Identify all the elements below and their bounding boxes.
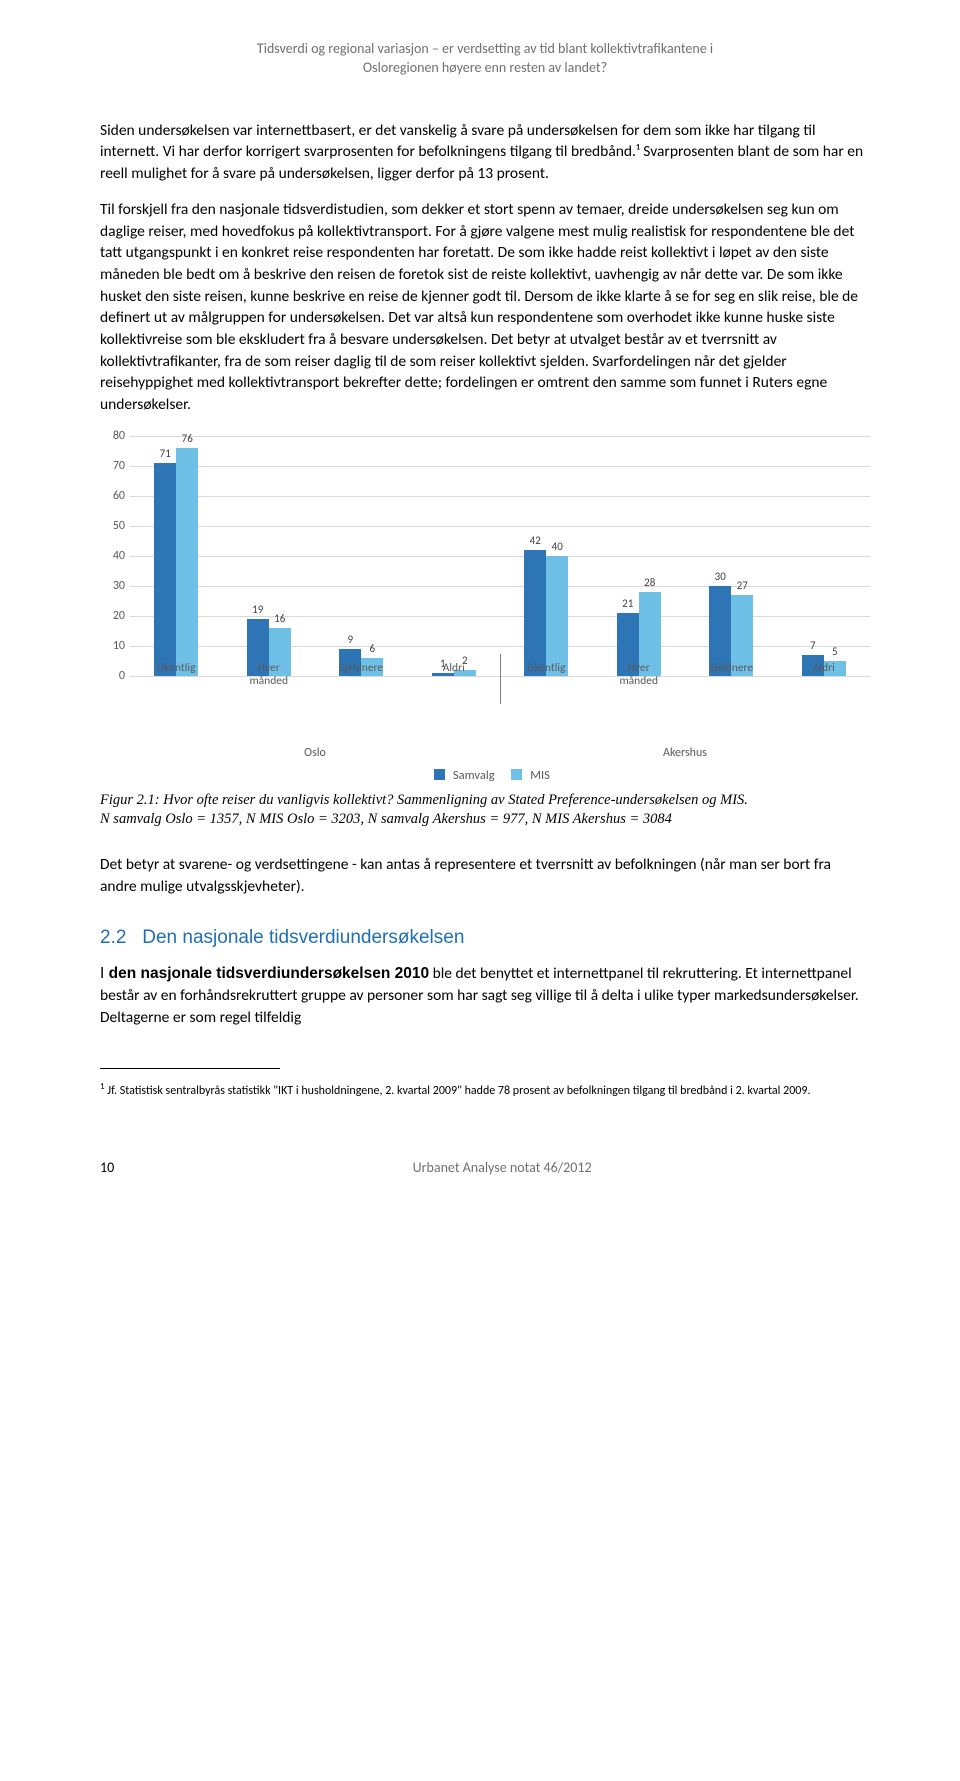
y-tick-label: 70 [100,459,125,473]
paragraph-3: Det betyr at svarene- og verdsettingene … [100,854,870,897]
figure-2-1: 0102030405060708071761916961242402128302… [100,436,870,783]
bar-value-label: 76 [182,432,193,445]
y-tick-label: 10 [100,639,125,653]
body-text-3: I den nasjonale tidsverdiundersøkelsen 2… [100,963,870,1028]
legend-label-samvalg: Samvalg [453,768,495,783]
bar-value-label: 27 [737,579,748,592]
running-header: Tidsverdi og regional variasjon – er ver… [100,40,870,78]
gridline [130,556,870,557]
page-footer: 10 Urbanet Analyse notat 46/2012 [100,1159,870,1176]
page-number: 10 [100,1159,114,1176]
bar-value-label: 71 [160,447,171,460]
caption-line2: N samvalg Oslo = 1357, N MIS Oslo = 3203… [100,811,672,827]
bar-value-label: 19 [252,603,263,616]
legend-swatch-samvalg [434,769,445,780]
region-separator [500,654,501,704]
x-category-label: Hvermånded [619,662,658,688]
x-category-label: Ukentlig [157,662,195,675]
footnote-rule [100,1068,280,1069]
gridline [130,586,870,587]
gridline [130,496,870,497]
caption-line1: Figur 2.1: Hvor ofte reiser du vanligvis… [100,792,748,808]
bar-group: 7176 [154,448,198,676]
figure-caption: Figur 2.1: Hvor ofte reiser du vanligvis… [100,791,870,830]
bar-value-label: 6 [369,642,375,655]
chart-legend: Samvalg MIS [100,768,870,783]
x-category-label: Ukentlig [527,662,565,675]
y-tick-label: 0 [100,669,125,683]
paragraph-2: Til forskjell fra den nasjonale tidsverd… [100,199,870,416]
paragraph-4: I den nasjonale tidsverdiundersøkelsen 2… [100,963,870,1028]
y-tick-label: 40 [100,549,125,563]
x-axis: UkentligHvermåndedSjeldnereAldriOsloUken… [130,660,870,700]
bar-mis: 76 [176,448,198,676]
publication-ref: Urbanet Analyse notat 46/2012 [134,1159,870,1176]
footnote-1: 1 Jf. Statistisk sentralbyrås statistikk… [100,1081,870,1099]
bar-value-label: 40 [552,540,563,553]
x-category-label: Sjeldnere [709,662,753,675]
legend-swatch-mis [511,769,522,780]
bar-value-label: 42 [530,534,541,547]
paragraph-1: Siden undersøkelsen var internettbasert,… [100,120,870,185]
bar-value-label: 5 [832,645,838,658]
bar-samvalg: 42 [524,550,546,676]
bar-value-label: 9 [347,633,353,646]
region-label: Oslo [304,746,326,760]
x-category-label: Aldri [813,662,835,675]
body-text: Siden undersøkelsen var internettbasert,… [100,120,870,416]
x-category-label: Sjeldnere [339,662,383,675]
legend-label-mis: MIS [530,768,550,783]
gridline [130,616,870,617]
footnote-marker: 1 [100,1081,105,1092]
region-label: Akershus [663,746,707,760]
x-category-label: Aldri [443,662,465,675]
x-category-label: Hvermånded [249,662,288,688]
bar-value-label: 21 [622,597,633,610]
bar-mis: 40 [546,556,568,676]
y-tick-label: 50 [100,519,125,533]
header-line1: Tidsverdi og regional variasjon – er ver… [257,40,713,57]
plot-area: 0102030405060708071761916961242402128302… [130,436,870,676]
y-tick-label: 20 [100,609,125,623]
bar-value-label: 30 [715,570,726,583]
section-heading: 2.2 Den nasjonale tidsverdiundersøkelsen [100,927,870,949]
bar-value-label: 16 [274,612,285,625]
gridline [130,526,870,527]
gridline [130,466,870,467]
y-tick-label: 30 [100,579,125,593]
y-tick-label: 60 [100,489,125,503]
bar-chart: 0102030405060708071761916961242402128302… [130,436,870,696]
y-tick-label: 80 [100,429,125,443]
bar-value-label: 7 [810,639,816,652]
bar-value-label: 28 [644,576,655,589]
bar-samvalg: 71 [154,463,176,676]
p4-bold: I den nasjonale tidsverdiundersøkelsen 2… [100,965,429,982]
footnote-text: Jf. Statistisk sentralbyrås statistikk "… [107,1084,810,1098]
body-text-2: Det betyr at svarene- og verdsettingene … [100,854,870,897]
gridline [130,436,870,437]
section-number: 2.2 [100,927,126,948]
bar-group: 4240 [524,550,568,676]
section-title: Den nasjonale tidsverdiundersøkelsen [142,927,464,948]
header-line2: Osloregionen høyere enn resten av landet… [363,59,607,76]
gridline [130,646,870,647]
